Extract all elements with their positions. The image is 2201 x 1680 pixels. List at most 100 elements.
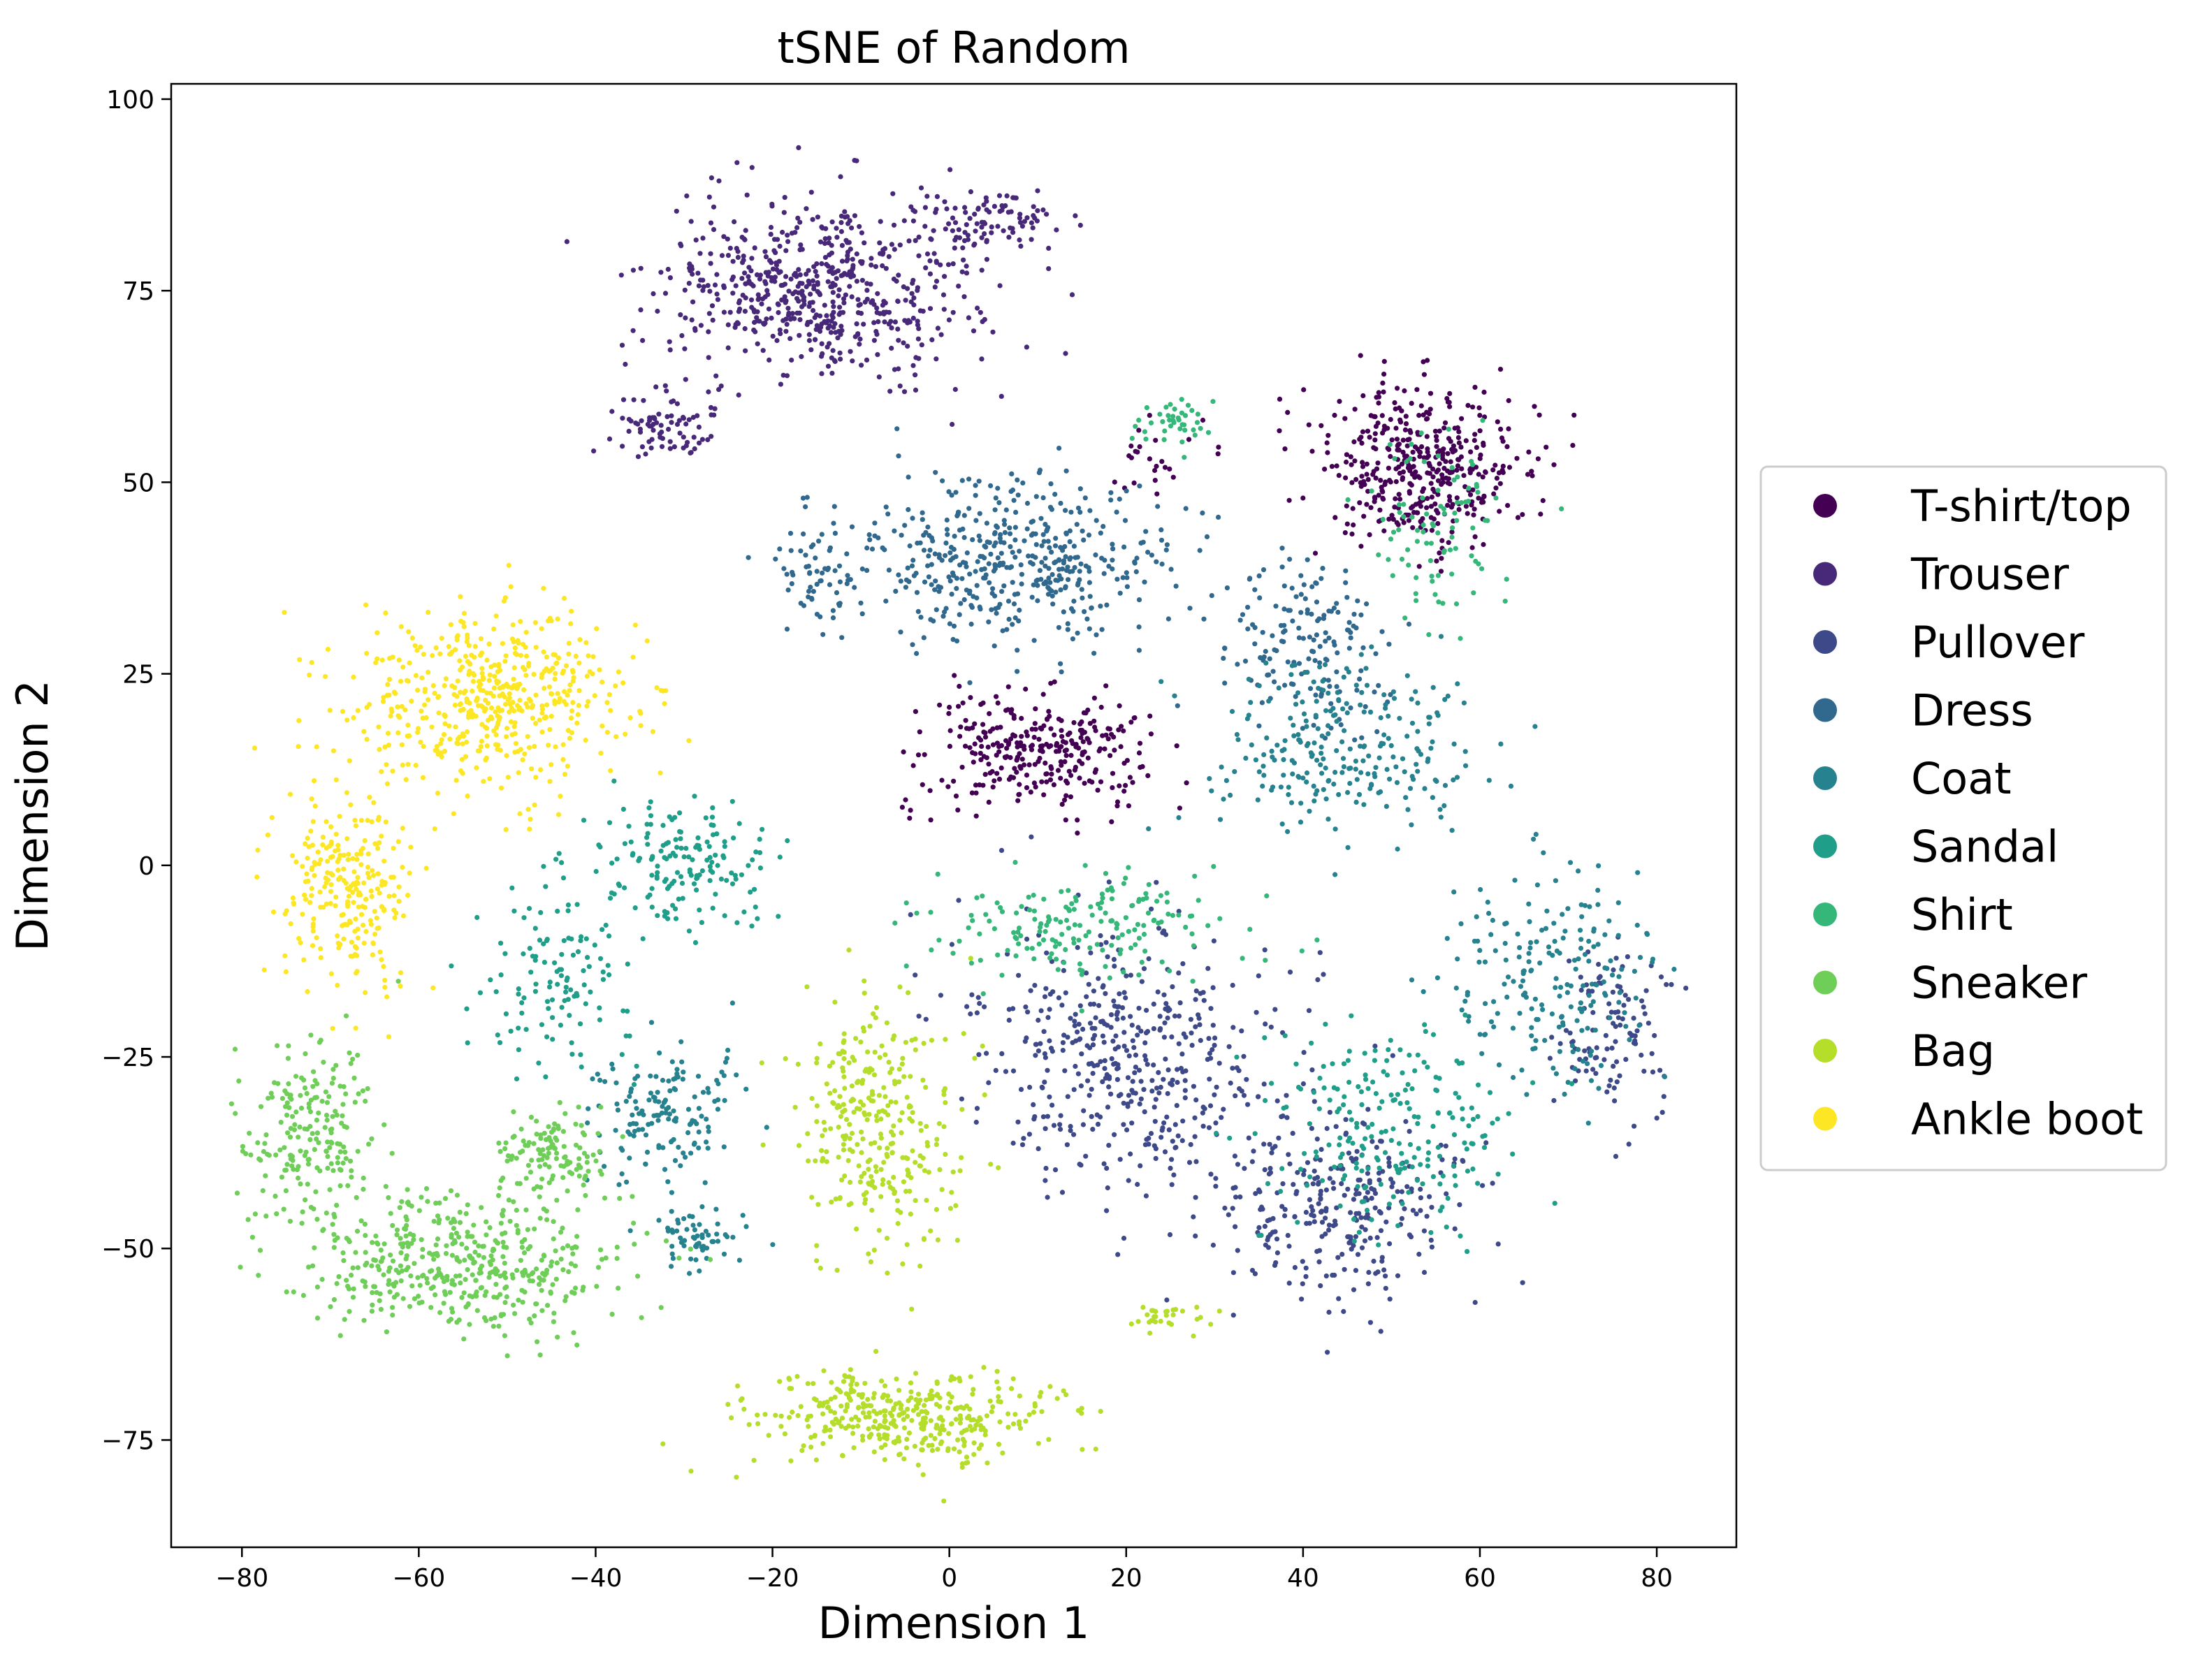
data-point [662, 383, 668, 388]
data-point [1221, 796, 1226, 802]
data-point [1376, 390, 1381, 395]
data-point [1323, 765, 1328, 771]
data-point [845, 256, 850, 262]
data-point [927, 533, 932, 539]
data-point [1454, 495, 1460, 501]
data-point [479, 1263, 485, 1269]
data-point [889, 345, 894, 351]
data-point [998, 765, 1004, 770]
data-point [882, 246, 888, 251]
data-point [1169, 1082, 1175, 1088]
data-point [564, 239, 570, 244]
data-point [1256, 973, 1261, 979]
data-point [989, 230, 994, 235]
data-point [1291, 1182, 1296, 1188]
data-point [746, 863, 751, 868]
data-point [987, 729, 993, 734]
data-point [541, 1206, 546, 1212]
data-point [858, 311, 864, 316]
data-point [1635, 870, 1641, 875]
data-point [1279, 1204, 1285, 1209]
data-point [785, 838, 790, 844]
data-point [1588, 1002, 1594, 1009]
data-point [1460, 1060, 1465, 1066]
data-point [711, 227, 717, 233]
data-point [1444, 935, 1450, 941]
data-point [609, 890, 615, 896]
data-point [452, 1240, 458, 1246]
data-point [1380, 430, 1386, 436]
data-point [1130, 1038, 1135, 1044]
data-point [721, 1251, 727, 1257]
data-point [1228, 792, 1233, 798]
data-point [1623, 1023, 1629, 1029]
data-point [1449, 465, 1455, 471]
data-point [548, 1290, 553, 1295]
data-point [436, 1266, 442, 1272]
data-point [1043, 986, 1049, 991]
data-point [1357, 437, 1363, 442]
data-point [396, 1270, 402, 1276]
data-point [1508, 783, 1514, 789]
data-point [669, 413, 674, 418]
data-point [1136, 648, 1142, 653]
data-point [1576, 1046, 1581, 1052]
data-point [394, 1292, 400, 1297]
data-point [1047, 1038, 1052, 1044]
data-point [322, 1125, 328, 1130]
data-point [942, 609, 947, 615]
data-point [1500, 463, 1506, 469]
data-point [465, 1202, 470, 1208]
data-point [934, 258, 939, 264]
data-point [1073, 1038, 1079, 1044]
data-point [993, 1067, 998, 1073]
data-point [1281, 629, 1286, 635]
data-point [1526, 901, 1532, 907]
data-point [384, 1329, 390, 1335]
data-point [1065, 564, 1070, 570]
data-point [972, 721, 978, 726]
data-point [1602, 965, 1608, 971]
data-point [782, 282, 787, 287]
data-point [546, 1006, 551, 1011]
data-point [1196, 1016, 1202, 1021]
data-point [1466, 1018, 1472, 1024]
data-point [796, 145, 801, 150]
data-point [1594, 1045, 1599, 1051]
data-point [1109, 942, 1114, 948]
data-point [1190, 979, 1196, 984]
data-point [373, 1233, 379, 1239]
data-point [743, 1224, 749, 1229]
data-point [394, 1232, 400, 1238]
data-point [757, 272, 763, 278]
data-point [1557, 1049, 1562, 1054]
data-point [892, 920, 898, 926]
data-point [1233, 1093, 1238, 1099]
data-point [1158, 537, 1165, 543]
data-point [1374, 1235, 1380, 1241]
data-point [831, 358, 837, 363]
data-point [1138, 764, 1143, 770]
data-point [1019, 757, 1025, 762]
data-point [1475, 490, 1481, 495]
data-point [808, 347, 814, 353]
data-point [708, 261, 713, 266]
data-point [1452, 1173, 1458, 1178]
data-point [1136, 972, 1142, 978]
data-point [1453, 1183, 1458, 1188]
data-point [669, 1264, 674, 1269]
data-point [597, 1077, 603, 1083]
data-point [806, 278, 811, 284]
data-point [984, 1051, 989, 1056]
data-point [541, 863, 546, 869]
data-point [1483, 1032, 1488, 1037]
data-point [1304, 779, 1309, 785]
data-point [1300, 1259, 1305, 1264]
data-point [1060, 548, 1066, 553]
data-point [1302, 596, 1308, 601]
data-point [572, 1285, 579, 1291]
data-point [944, 206, 950, 212]
data-point [780, 229, 785, 235]
data-point [1323, 708, 1329, 713]
data-point [1358, 770, 1364, 775]
